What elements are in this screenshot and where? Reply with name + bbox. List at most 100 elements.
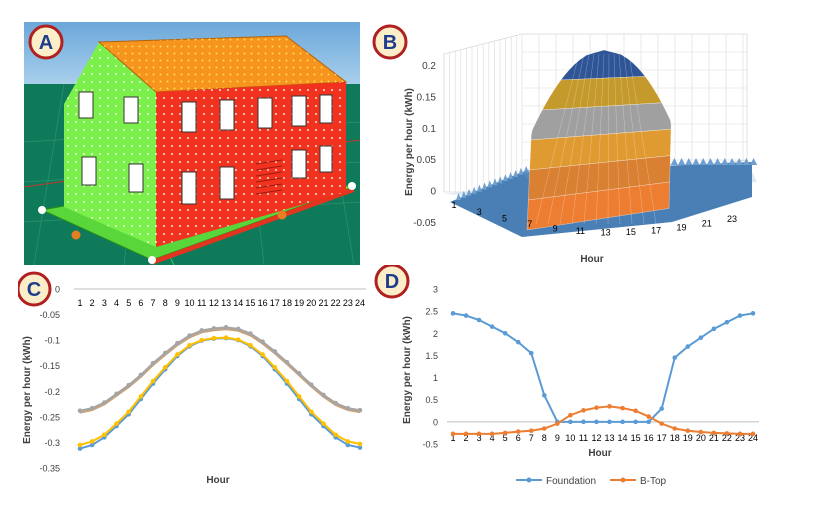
chart-c-y-tick: -0.25 bbox=[39, 412, 60, 422]
chart-c-y-tick: -0.05 bbox=[39, 310, 60, 320]
foundation-edge bbox=[152, 187, 354, 265]
chart-c-data-point bbox=[187, 342, 192, 348]
chart-d-data-point bbox=[711, 430, 717, 436]
chart-c-y-tick: -0.35 bbox=[39, 464, 60, 474]
chart-d-x-tick: 2 bbox=[464, 433, 469, 443]
surface-x-tick: 1 bbox=[451, 200, 456, 210]
chart-c-x-tick: 11 bbox=[197, 298, 206, 308]
chart-d-y-tick: 0.5 bbox=[425, 395, 438, 405]
chart-d-x-tick: 19 bbox=[683, 433, 693, 443]
chart-d-data-point bbox=[659, 406, 664, 411]
chart-d-data-point bbox=[450, 311, 456, 316]
surface-dome bbox=[526, 49, 672, 231]
roof-dots bbox=[99, 36, 346, 92]
chart-d-data-point bbox=[476, 431, 482, 437]
chart-d-data-point bbox=[620, 405, 625, 411]
chart-d-data-point bbox=[568, 419, 573, 425]
chart-d-x-tick: 14 bbox=[618, 433, 628, 443]
chart-d-data-point bbox=[568, 412, 573, 418]
chart-c-data-point bbox=[175, 340, 180, 346]
badge-a-letter: A bbox=[39, 32, 53, 54]
chart-d-data-point bbox=[528, 350, 534, 356]
chart-c-data-point bbox=[357, 441, 363, 447]
chart-d-x-tick: 5 bbox=[503, 433, 508, 443]
surface-z-tick: 0 bbox=[430, 187, 436, 198]
chart-c-data-point bbox=[175, 352, 180, 357]
chart-d-x-label: Hour bbox=[588, 448, 611, 459]
chart-d-data-point bbox=[515, 429, 521, 434]
chart-c-x-tick: 4 bbox=[114, 298, 119, 308]
chart-c-series-line bbox=[79, 326, 361, 412]
handle-point[interactable] bbox=[348, 182, 356, 190]
chart-d-x-tick: 12 bbox=[591, 433, 601, 443]
surface-y-label: Energy per hour (kWh) bbox=[404, 88, 415, 196]
chart-c-data-point bbox=[102, 400, 107, 405]
chart-d-y-tick: -0.5 bbox=[422, 440, 438, 450]
chart-d-data-point bbox=[750, 431, 756, 437]
chart-c-data-point bbox=[223, 325, 229, 330]
chart-c-series-line bbox=[79, 336, 361, 446]
badge-b: B bbox=[372, 24, 408, 60]
chart-d-data-point bbox=[594, 405, 599, 410]
chart-c-x-tick: 1 bbox=[77, 298, 82, 308]
chart-c-data-point bbox=[309, 382, 314, 387]
chart-d-data-point bbox=[659, 421, 664, 426]
chart-c-data-point bbox=[235, 326, 241, 332]
chart-d-data-point bbox=[555, 421, 560, 426]
chart-c-data-point bbox=[199, 337, 205, 343]
legend-foundation-label: Foundation bbox=[546, 476, 596, 487]
chart-d-x-tick: 20 bbox=[696, 433, 706, 443]
chart-d-y-tick: 3 bbox=[433, 285, 438, 295]
chart-c-data-point bbox=[187, 333, 192, 338]
legend-item-btop: B-Top bbox=[610, 476, 667, 487]
chart-c-x-tick: 14 bbox=[233, 298, 243, 308]
chart-c-data-point bbox=[114, 421, 119, 426]
chart-d-x-tick: 21 bbox=[709, 433, 719, 443]
chart-c-data-point bbox=[296, 371, 302, 376]
orange-marker[interactable] bbox=[71, 230, 81, 240]
chart-d-data-point bbox=[737, 313, 743, 318]
chart-c-data-point bbox=[162, 364, 168, 370]
chart-c-x-tick: 7 bbox=[151, 298, 156, 308]
chart-d-data-point bbox=[685, 428, 691, 434]
chart-d-data-point bbox=[646, 414, 651, 419]
chart-c-x-tick: 23 bbox=[343, 298, 353, 308]
chart-d-data-point bbox=[607, 404, 612, 409]
chart-d-x-tick: 3 bbox=[477, 433, 482, 443]
chart-c-x-label: Hour bbox=[206, 475, 229, 486]
chart-c-x-tick: 12 bbox=[209, 298, 219, 308]
chart-d-data-point bbox=[672, 426, 678, 431]
surface-z-tick: -0.05 bbox=[413, 218, 436, 229]
chart-c-x-tick: 13 bbox=[221, 298, 231, 308]
chart-d-x-tick: 13 bbox=[605, 433, 615, 443]
chart-c-series-shadow bbox=[79, 328, 361, 414]
chart-d-data-point bbox=[698, 429, 704, 435]
chart-d-x-tick: 15 bbox=[631, 433, 641, 443]
badge-c: C bbox=[16, 271, 52, 307]
chart-d-data-point bbox=[620, 419, 625, 425]
chart-c-data-point bbox=[321, 392, 326, 398]
chart-d-data-point bbox=[502, 430, 508, 436]
chart-d-x-tick: 1 bbox=[450, 433, 455, 443]
chart-d-series-line bbox=[453, 405, 753, 435]
chart-d-data-point bbox=[463, 313, 469, 318]
chart-d-x-tick: 17 bbox=[657, 433, 667, 443]
chart-d-x-tick: 7 bbox=[529, 433, 534, 443]
chart-d-x-tick: 23 bbox=[735, 433, 745, 443]
chart-c-x-tick: 20 bbox=[306, 298, 316, 308]
chart-c-x-tick: 5 bbox=[126, 298, 131, 308]
chart-d-data-point bbox=[463, 431, 469, 437]
handle-point[interactable] bbox=[148, 256, 156, 264]
orange-marker[interactable] bbox=[277, 210, 287, 220]
chart-d-x-tick: 24 bbox=[748, 433, 758, 443]
chart-d-y-tick: 0 bbox=[433, 417, 438, 427]
chart-d-data-point bbox=[594, 419, 599, 425]
chart-c-x-tick: 10 bbox=[185, 298, 195, 308]
legend-btop-label: B-Top bbox=[640, 476, 667, 487]
surface-z-tick: 0.1 bbox=[422, 124, 436, 135]
badge-c-letter: C bbox=[27, 279, 41, 301]
handle-point[interactable] bbox=[38, 206, 46, 214]
chart-c-data-point bbox=[321, 421, 326, 426]
